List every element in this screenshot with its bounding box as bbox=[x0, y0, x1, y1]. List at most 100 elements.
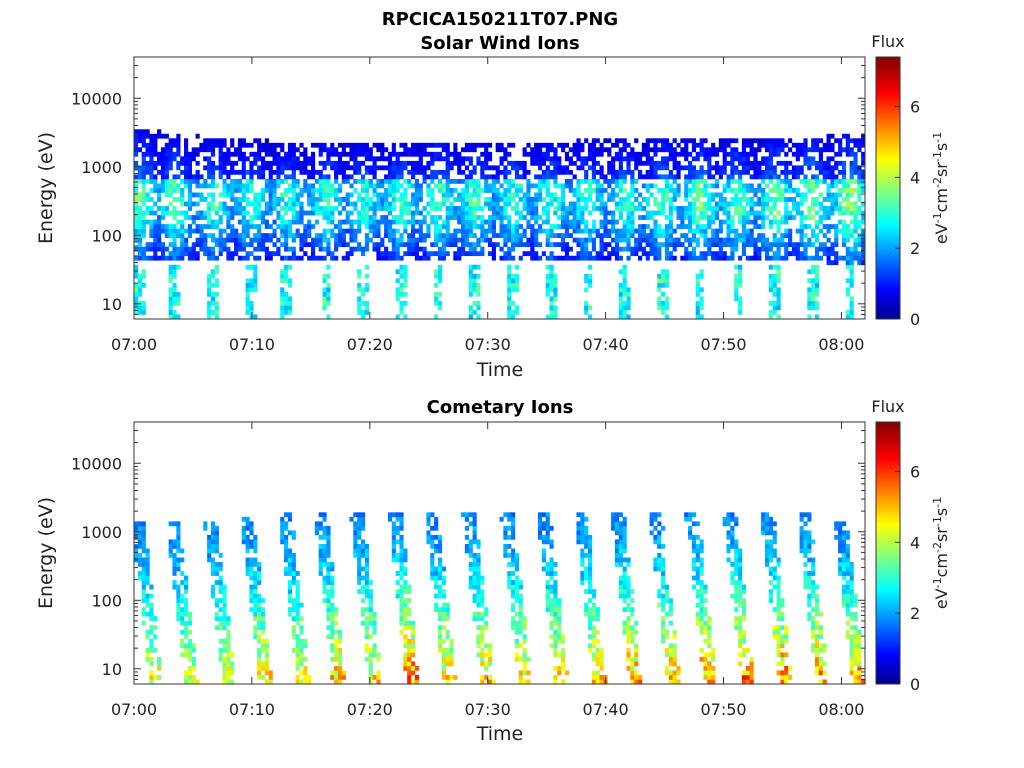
spectrogram-cell bbox=[618, 210, 623, 216]
spectrogram-cell bbox=[484, 611, 489, 617]
spectrogram-cell bbox=[276, 237, 281, 243]
spectrogram-cell bbox=[718, 142, 723, 148]
spectrogram-cell bbox=[468, 309, 473, 315]
spectrogram-cell bbox=[526, 224, 531, 229]
spectrogram-cell bbox=[568, 147, 573, 153]
spectrogram-cell bbox=[372, 169, 377, 175]
spectrogram-cell bbox=[811, 206, 816, 211]
spectrogram-cell bbox=[376, 656, 381, 662]
spectrogram-cell bbox=[822, 224, 827, 229]
spectrogram-cell bbox=[172, 174, 177, 180]
spectrogram-cell bbox=[318, 557, 323, 563]
spectrogram-cell bbox=[299, 656, 304, 662]
spectrogram-cell bbox=[472, 188, 477, 193]
spectrogram-cell bbox=[134, 273, 139, 279]
spectrogram-cell bbox=[757, 188, 762, 193]
spectrogram-cell bbox=[191, 246, 196, 252]
spectrogram-cell bbox=[176, 147, 181, 153]
spectrogram-cell bbox=[207, 224, 212, 229]
spectrogram-cell bbox=[226, 246, 231, 252]
spectrogram-cell bbox=[626, 296, 631, 302]
spectrogram-cell bbox=[137, 165, 142, 171]
spectrogram-cell bbox=[187, 629, 193, 635]
spectrogram-cell bbox=[799, 147, 804, 153]
spectrogram-cell bbox=[434, 543, 439, 549]
spectrogram-cell bbox=[714, 178, 720, 184]
spectrogram-cell bbox=[337, 629, 343, 635]
spectrogram-cell bbox=[210, 142, 216, 148]
spectrogram-cell bbox=[176, 589, 181, 594]
spectrogram-cell bbox=[449, 233, 454, 238]
spectrogram-cell bbox=[645, 183, 650, 189]
spectrogram-cell bbox=[830, 260, 835, 266]
spectrogram-cell bbox=[287, 300, 293, 306]
spectrogram-cell bbox=[537, 156, 543, 162]
spectrogram-cell bbox=[276, 142, 281, 148]
spectrogram-cell bbox=[272, 219, 277, 225]
spectrogram-cell bbox=[168, 228, 173, 234]
spectrogram-cell bbox=[584, 197, 589, 202]
spectrogram-cell bbox=[607, 151, 612, 157]
spectrogram-cell bbox=[549, 192, 554, 198]
spectrogram-cell bbox=[614, 251, 620, 257]
spectrogram-cell bbox=[299, 625, 304, 631]
spectrogram-cell bbox=[645, 215, 650, 220]
spectrogram-cell bbox=[464, 525, 470, 531]
spectrogram-cell bbox=[457, 215, 462, 220]
spectrogram-cell bbox=[180, 160, 185, 166]
spectrogram-cell bbox=[291, 215, 296, 220]
spectrogram-cell bbox=[295, 201, 300, 207]
spectrogram-cell bbox=[584, 273, 589, 279]
spectrogram-cell bbox=[480, 206, 485, 211]
spectrogram-cell bbox=[503, 548, 508, 554]
spectrogram-cell bbox=[207, 201, 212, 207]
spectrogram-cell bbox=[584, 242, 589, 248]
spectrogram-cell bbox=[157, 151, 162, 157]
spectrogram-cell bbox=[826, 246, 831, 252]
spectrogram-cell bbox=[476, 287, 481, 293]
spectrogram-cell bbox=[676, 237, 681, 243]
spectrogram-cell bbox=[745, 183, 750, 189]
spectrogram-cell bbox=[237, 151, 243, 157]
spectrogram-cell bbox=[457, 178, 462, 184]
spectrogram-cell bbox=[838, 210, 843, 216]
spectrogram-cell bbox=[480, 638, 485, 644]
spectrogram-cell bbox=[334, 679, 339, 684]
spectrogram-cell bbox=[668, 251, 673, 257]
spectrogram-cell bbox=[468, 543, 473, 549]
spectrogram-cell bbox=[757, 165, 762, 171]
spectrogram-cell bbox=[572, 142, 577, 148]
spectrogram-cell bbox=[264, 224, 269, 229]
spectrogram-cell bbox=[337, 156, 343, 162]
spectrogram-cell bbox=[664, 183, 670, 189]
spectrogram-cell bbox=[814, 201, 820, 207]
spectrogram-cell bbox=[145, 571, 150, 576]
spectrogram-cell bbox=[399, 602, 404, 608]
spectrogram-cell bbox=[137, 273, 142, 279]
spectrogram-cell bbox=[818, 219, 823, 225]
spectrogram-cell bbox=[653, 251, 658, 257]
spectrogram-cell bbox=[272, 169, 277, 175]
spectrogram-cell bbox=[707, 219, 712, 225]
spectrogram-cell bbox=[676, 192, 681, 198]
spectrogram-cell bbox=[326, 543, 331, 549]
spectrogram-cell bbox=[407, 625, 412, 631]
spectrogram-cell bbox=[734, 287, 739, 293]
spectrogram-cell bbox=[272, 233, 277, 238]
spectrogram-cell bbox=[384, 255, 389, 261]
spectrogram-cell bbox=[287, 584, 293, 590]
spectrogram-cell bbox=[849, 314, 854, 319]
spectrogram-cell bbox=[622, 197, 627, 202]
spectrogram-cell bbox=[407, 233, 412, 238]
spectrogram-cell bbox=[468, 160, 473, 166]
spectrogram-cell bbox=[841, 255, 847, 261]
spectrogram-cell bbox=[507, 160, 512, 166]
spectrogram-cell bbox=[141, 133, 146, 139]
spectrogram-cell bbox=[195, 215, 200, 220]
spectrogram-cell bbox=[141, 575, 146, 581]
spectrogram-cell bbox=[722, 151, 727, 157]
spectrogram-cell bbox=[253, 264, 258, 270]
spectrogram-cell bbox=[291, 625, 296, 631]
spectrogram-cell bbox=[784, 242, 789, 248]
spectrogram-cell bbox=[838, 178, 843, 184]
